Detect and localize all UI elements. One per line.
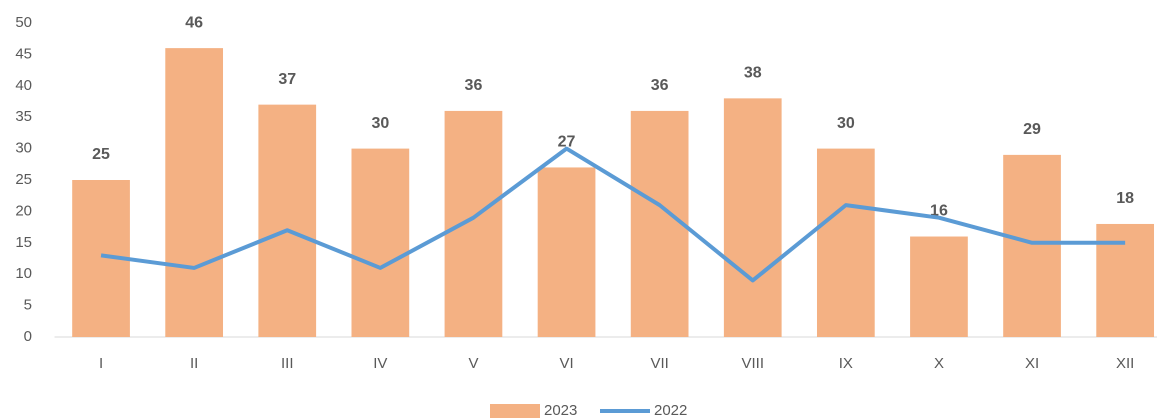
x-tick-label: I	[99, 355, 103, 372]
bar	[165, 48, 224, 338]
y-tick-label: 50	[15, 14, 32, 31]
x-tick-label: IX	[839, 355, 853, 372]
bar	[351, 148, 410, 337]
data-label: 30	[371, 115, 389, 132]
x-tick-label: V	[468, 355, 478, 372]
data-label: 27	[558, 134, 576, 151]
legend-label: 2022	[654, 402, 687, 419]
bar	[1003, 154, 1061, 337]
y-tick-label: 15	[15, 234, 32, 251]
bar	[910, 236, 968, 337]
x-tick-label: XII	[1116, 355, 1134, 372]
bar	[816, 148, 875, 337]
y-tick-label: 45	[15, 45, 32, 62]
data-label: 36	[651, 77, 669, 94]
y-tick-label: 40	[15, 77, 32, 94]
data-label: 36	[465, 77, 483, 94]
bar	[723, 98, 782, 337]
x-tick-label: VI	[559, 355, 573, 372]
x-tick-label: X	[934, 355, 944, 372]
y-tick-label: 25	[15, 171, 32, 188]
x-tick-label: II	[190, 355, 198, 372]
bar	[444, 110, 503, 337]
data-label: 37	[278, 71, 296, 88]
y-tick-label: 35	[15, 108, 32, 125]
line	[100, 146, 1126, 283]
data-label: 46	[185, 14, 203, 31]
y-tick-label: 20	[15, 202, 32, 219]
x-tick-label: VII	[650, 355, 668, 372]
bar	[630, 110, 689, 337]
bar	[537, 167, 596, 337]
data-label: 30	[837, 115, 855, 132]
y-tick-label: 10	[15, 265, 32, 282]
legend-label: 2023	[544, 402, 577, 419]
x-tick-label: XI	[1025, 355, 1039, 372]
y-tick-label: 5	[24, 297, 32, 314]
x-tick-label: VIII	[741, 355, 764, 372]
data-label: 29	[1023, 121, 1041, 138]
y-tick-label: 0	[24, 328, 32, 345]
data-label: 38	[744, 65, 762, 82]
data-label: 25	[92, 146, 110, 163]
data-label: 18	[1116, 190, 1134, 207]
bar	[258, 104, 317, 337]
x-tick-label: III	[281, 355, 294, 372]
legend-swatch	[490, 404, 540, 418]
x-tick-label: IV	[373, 355, 387, 372]
y-tick-label: 30	[15, 140, 32, 157]
